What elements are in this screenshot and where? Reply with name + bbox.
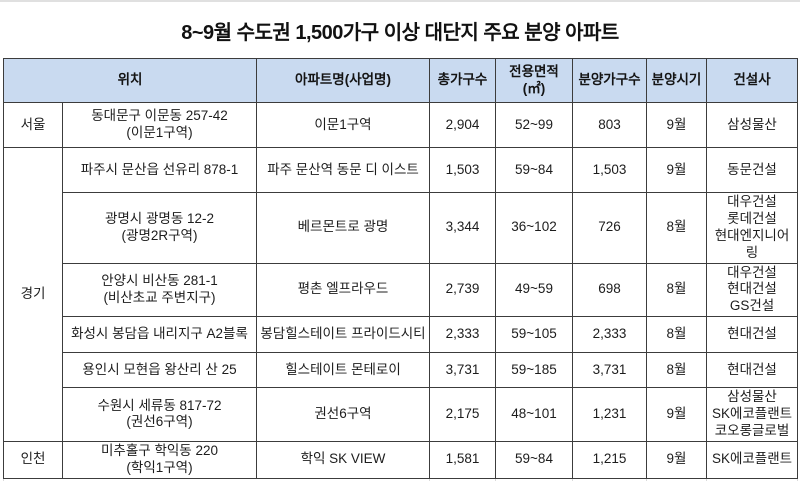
area-cell: 49~59 [495, 262, 573, 318]
builder-cell: 현대건설 [706, 352, 798, 389]
total-households-cell: 3,344 [429, 192, 496, 264]
sale-households-cell: 803 [572, 102, 647, 148]
address-cell: 용인시 모현읍 왕산리 산 25 [62, 352, 257, 389]
total-households-cell: 1,581 [429, 440, 496, 479]
column-header-location: 위치 [3, 58, 257, 103]
area-cell: 48~101 [495, 387, 573, 442]
table-row: 화성시 봉담읍 내리지구 A2블록 봉담힐스테이트 프라이드시티 2,333 5… [4, 316, 798, 354]
total-households-cell: 1,503 [429, 147, 496, 193]
region-cell: 경기 [3, 147, 63, 442]
address-cell: 화성시 봉담읍 내리지구 A2블록 [62, 316, 257, 354]
apartment-table: 위치 아파트명(사업명) 총가구수 전용면적(㎡) 분양가구수 분양시기 건설사… [3, 58, 798, 479]
region-cell: 서울 [3, 102, 63, 148]
column-header-apartment-name: 아파트명(사업명) [256, 58, 430, 103]
builder-cell: 삼성물산 SK에코플랜트 코오롱글로벌 [706, 387, 798, 442]
region-cell: 인천 [3, 440, 63, 479]
builder-cell: 대우건설 롯데건설 현대엔지니어링 [706, 192, 798, 264]
area-cell: 59~185 [495, 352, 573, 389]
timing-cell: 8월 [646, 352, 707, 389]
address-cell: 동대문구 이문동 257-42 (이문1구역) [62, 102, 257, 148]
table-row: 수원시 세류동 817-72 (권선6구역) 권선6구역 2,175 48~10… [4, 387, 798, 442]
table-row: 서울 동대문구 이문동 257-42 (이문1구역) 이문1구역 2,904 5… [3, 102, 798, 148]
apartment-name-cell: 권선6구역 [256, 387, 430, 442]
column-header-exclusive-area: 전용면적(㎡) [495, 58, 573, 103]
sale-households-cell: 698 [572, 262, 647, 318]
timing-cell: 8월 [646, 262, 707, 318]
sale-households-cell: 726 [572, 192, 647, 264]
sale-households-cell: 1,231 [572, 387, 647, 442]
sale-households-cell: 1,215 [572, 440, 647, 479]
address-cell: 파주시 문산읍 선유리 878-1 [62, 147, 257, 193]
sale-households-cell: 2,333 [572, 316, 647, 354]
apartment-name-cell: 학익 SK VIEW [256, 440, 430, 479]
area-cell: 59~105 [495, 316, 573, 354]
area-cell: 52~99 [495, 102, 573, 148]
table-row: 인천 미추홀구 학익동 220 (학익1구역) 학익 SK VIEW 1,581… [3, 440, 798, 479]
table-row: 경기 파주시 문산읍 선유리 878-1 파주 문산역 동문 디 이스트 1,5… [3, 147, 798, 442]
apartment-name-cell: 파주 문산역 동문 디 이스트 [256, 147, 430, 193]
timing-cell: 8월 [646, 316, 707, 354]
apartment-name-cell: 베르몬트로 광명 [256, 192, 430, 264]
timing-cell: 9월 [646, 440, 707, 479]
timing-cell: 9월 [646, 102, 707, 148]
total-households-cell: 2,904 [429, 102, 496, 148]
table-row: 용인시 모현읍 왕산리 산 25 힐스테이트 몬테로이 3,731 59~185… [4, 352, 798, 389]
timing-cell: 9월 [646, 387, 707, 442]
apartment-name-cell: 이문1구역 [256, 102, 430, 148]
total-households-cell: 2,333 [429, 316, 496, 354]
footer-strip: 분양일정 등은 건설사 사정에 따라 달라질 수 있습니다 자료 : 부동산인포 [3, 478, 798, 481]
builder-cell: 대우건설 현대건설 GS건설 [706, 262, 798, 318]
column-header-builder: 건설사 [706, 58, 798, 103]
table-row: 안양시 비산동 281-1 (비산초교 주변지구) 평촌 엘프라우드 2,739… [4, 262, 798, 318]
footer-row: 분양일정 등은 건설사 사정에 따라 달라질 수 있습니다 자료 : 부동산인포 [3, 478, 798, 481]
address-cell: 광명시 광명동 12-2 (광명2R구역) [62, 192, 257, 264]
address-cell: 안양시 비산동 281-1 (비산초교 주변지구) [62, 262, 257, 318]
builder-cell: 현대건설 [706, 316, 798, 354]
total-households-cell: 2,175 [429, 387, 496, 442]
column-header-sale-timing: 분양시기 [646, 58, 707, 103]
apartment-name-cell: 평촌 엘프라우드 [256, 262, 430, 318]
apartment-name-cell: 힐스테이트 몬테로이 [256, 352, 430, 389]
source-credit: 자료 : 부동산인포 [706, 478, 798, 481]
area-cell: 36~102 [495, 192, 573, 264]
header-row: 위치 아파트명(사업명) 총가구수 전용면적(㎡) 분양가구수 분양시기 건설사 [3, 58, 798, 103]
page-title: 8~9월 수도권 1,500가구 이상 대단지 주요 분양 아파트 [181, 21, 619, 44]
area-cell: 59~84 [495, 147, 573, 193]
column-header-total-households: 총가구수 [429, 58, 496, 103]
total-households-cell: 2,739 [429, 262, 496, 318]
timing-cell: 8월 [646, 192, 707, 264]
builder-cell: 동문건설 [706, 147, 798, 193]
area-cell: 59~84 [495, 440, 573, 479]
builder-cell: SK에코플랜트 [706, 440, 798, 479]
sale-households-cell: 1,503 [572, 147, 647, 193]
address-cell: 수원시 세류동 817-72 (권선6구역) [62, 387, 257, 442]
builder-cell: 삼성물산 [706, 102, 798, 148]
total-households-cell: 3,731 [429, 352, 496, 389]
timing-cell: 9월 [646, 147, 707, 193]
sale-households-cell: 3,731 [572, 352, 647, 389]
apartment-name-cell: 봉담힐스테이트 프라이드시티 [256, 316, 430, 354]
table-row: 광명시 광명동 12-2 (광명2R구역) 베르몬트로 광명 3,344 36~… [4, 192, 798, 264]
column-header-sale-households: 분양가구수 [572, 58, 647, 103]
address-cell: 미추홀구 학익동 220 (학익1구역) [62, 440, 257, 479]
